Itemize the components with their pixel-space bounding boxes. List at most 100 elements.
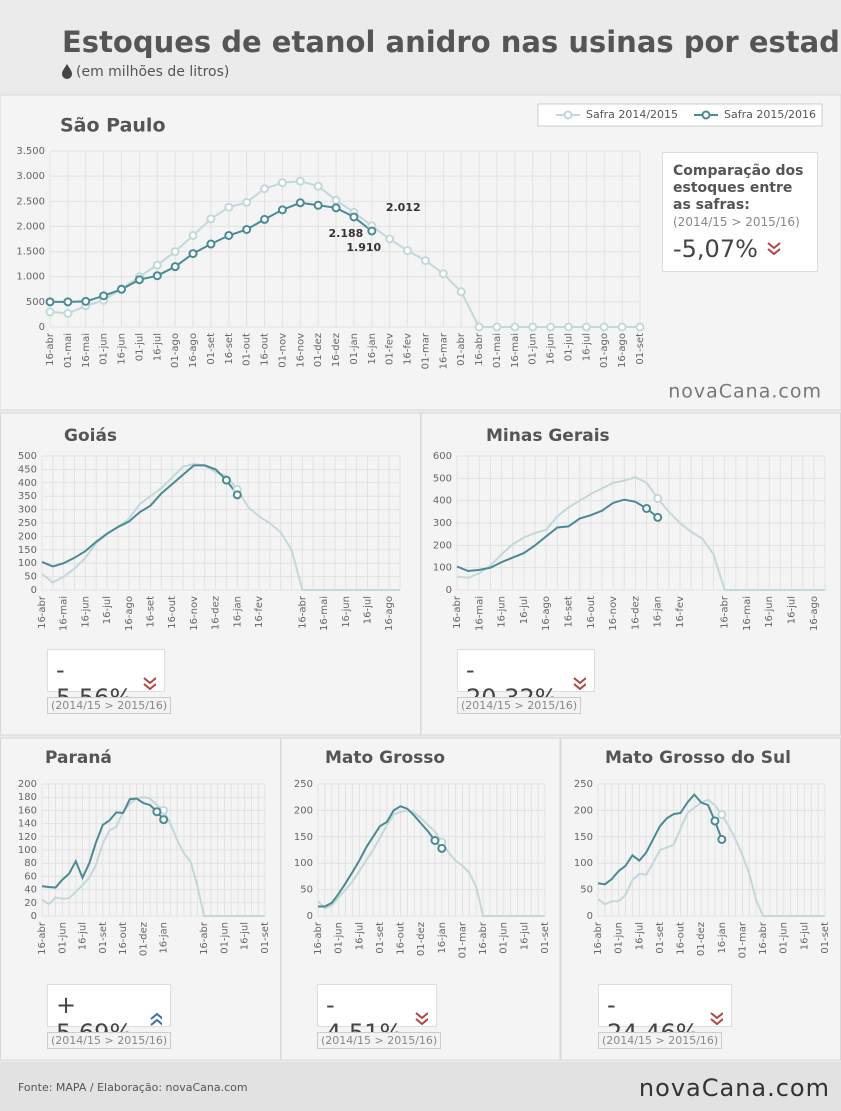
x-tick-label: 16-ago xyxy=(541,596,552,631)
y-tick-label: 150 xyxy=(18,545,37,556)
x-tick-label: 01-jun xyxy=(528,333,539,365)
x-tick-label: 16-out xyxy=(676,922,687,955)
y-tick-label: 300 xyxy=(433,518,452,529)
watermark: novaCana.com xyxy=(668,381,822,403)
x-tick-label: 16-abr xyxy=(593,921,604,955)
x-tick-label: 16-jul xyxy=(519,922,530,950)
data-label: 2.012 xyxy=(386,201,421,214)
x-tick-label: 16-set xyxy=(145,596,156,628)
point-marker xyxy=(117,284,127,294)
x-tick-label: 16-jun xyxy=(80,596,91,628)
x-tick-label: 01-set xyxy=(655,922,666,954)
x-tick-label: 16-mai xyxy=(319,596,330,631)
x-tick-label: 16-jul xyxy=(634,922,645,950)
chevron xyxy=(143,677,156,685)
x-tick-label: 16-mar xyxy=(438,332,449,369)
x-tick-label: 01-abr xyxy=(456,332,467,366)
x-tick-label: 01-jun xyxy=(779,922,790,954)
y-tick-label: 50 xyxy=(24,572,37,583)
x-tick-label: 16-out xyxy=(396,922,407,955)
comparison-period: (2014/15 > 2015/16) xyxy=(673,215,800,229)
x-tick-label: 16-abr xyxy=(478,921,489,955)
y-tick-label: 0 xyxy=(39,322,45,333)
x-tick-label: 16-jan xyxy=(717,922,728,954)
y-tick-label: 1.000 xyxy=(16,272,45,283)
y-tick-label: 0 xyxy=(307,911,313,922)
x-tick-label: 16-out xyxy=(167,596,178,629)
x-tick-label: 01-set xyxy=(375,922,386,954)
comparison-box: - 4,51% xyxy=(317,984,437,1047)
y-tick-label: 200 xyxy=(18,779,37,790)
point-marker xyxy=(385,234,395,244)
point-marker xyxy=(717,834,727,844)
point-marker xyxy=(313,200,323,210)
point-marker xyxy=(617,322,627,332)
y-tick-label: 500 xyxy=(18,451,37,462)
x-tick-label: 16-out xyxy=(260,333,271,366)
chart-title: Mato Grosso xyxy=(325,748,445,768)
x-tick-label: 16-abr xyxy=(37,595,48,629)
y-tick-label: 250 xyxy=(574,779,593,790)
x-tick-label: 16-abr xyxy=(297,595,308,629)
x-tick-label: 16-jul xyxy=(362,596,373,624)
legend-marker xyxy=(701,110,711,120)
x-tick-label: 01-dez xyxy=(138,922,149,956)
point-marker xyxy=(492,322,502,332)
x-tick-label: 16-jan xyxy=(437,922,448,954)
point-marker xyxy=(206,214,216,224)
series-line xyxy=(41,464,239,568)
chevron xyxy=(143,683,156,691)
comparison-period: (2014/15 > 2015/16) xyxy=(47,697,172,714)
y-tick-label: 140 xyxy=(18,819,37,830)
x-tick-label: 01-jun xyxy=(614,922,625,954)
page-subtitle: (em milhões de litros) xyxy=(76,64,229,80)
y-tick-label: 100 xyxy=(294,858,313,869)
y-tick-label: 200 xyxy=(433,540,452,551)
point-marker xyxy=(45,307,55,317)
point-marker xyxy=(717,810,727,820)
series-line xyxy=(317,809,545,917)
point-marker xyxy=(653,493,663,503)
point-marker xyxy=(635,322,645,332)
y-tick-label: 60 xyxy=(24,871,37,882)
x-tick-label: 16-fev xyxy=(675,596,686,628)
x-tick-label: 16-ago xyxy=(384,596,395,631)
x-tick-label: 01-dez xyxy=(313,333,324,367)
point-marker xyxy=(528,322,538,332)
x-tick-label: 16-jun xyxy=(546,333,557,365)
x-tick-label: 16-jul xyxy=(102,596,113,624)
x-tick-label: 16-jan xyxy=(367,333,378,365)
point-marker xyxy=(331,195,341,205)
point-marker xyxy=(188,249,198,259)
point-marker xyxy=(581,322,591,332)
x-tick-label: 01-nov xyxy=(277,333,288,368)
x-tick-label: 16-jan xyxy=(653,596,664,628)
comparison-box: - 5,56% xyxy=(47,649,165,712)
series-line xyxy=(41,797,165,889)
point-marker xyxy=(152,260,162,270)
y-tick-label: 0 xyxy=(31,911,37,922)
x-tick-label: 16-ago xyxy=(188,333,199,368)
point-marker xyxy=(642,503,652,513)
point-marker xyxy=(420,256,430,266)
point-marker xyxy=(134,275,144,285)
comparison-box: Comparação dos estoques entre as safras:… xyxy=(662,152,818,272)
x-tick-label: 16-mai xyxy=(742,596,753,631)
point-marker xyxy=(99,291,109,301)
legend-label: Safra 2014/2015 xyxy=(586,108,678,121)
x-tick-label: 01-set xyxy=(260,922,271,954)
comparison-box: - 24,46% xyxy=(598,984,732,1047)
y-tick-label: 120 xyxy=(18,832,37,843)
y-tick-label: 200 xyxy=(294,805,313,816)
point-marker xyxy=(232,490,242,500)
y-tick-label: 40 xyxy=(24,885,37,896)
y-tick-label: 100 xyxy=(18,845,37,856)
x-tick-label: 16-mai xyxy=(81,333,92,368)
x-tick-label: 01-fev xyxy=(385,333,396,365)
footer-bar xyxy=(0,1062,841,1111)
point-marker xyxy=(206,239,216,249)
logo: novaCana.com xyxy=(639,1074,830,1102)
y-tick-label: 600 xyxy=(433,451,452,462)
comparison-heading: Comparação dos estoques entre as safras: xyxy=(673,163,804,213)
trend-icon xyxy=(767,242,781,256)
